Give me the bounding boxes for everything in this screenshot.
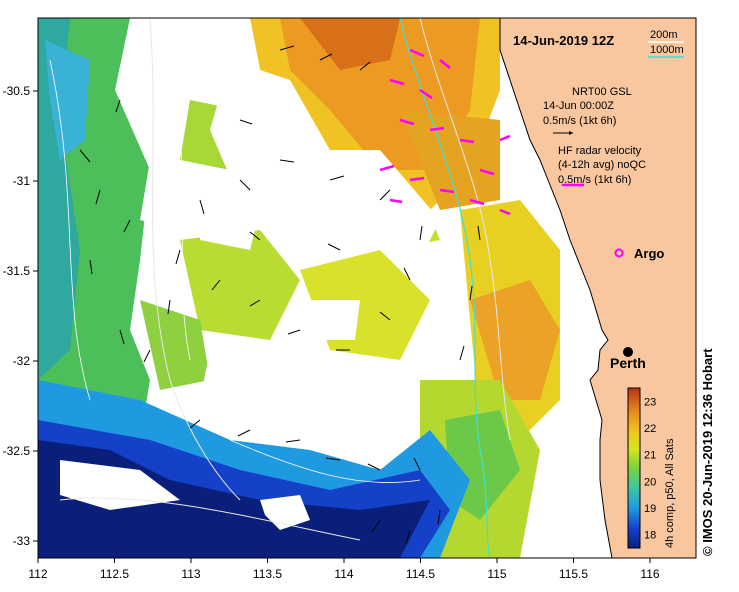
hf-label-line3: 0.5m/s (1kt 6h)	[558, 174, 631, 186]
land	[499, 18, 696, 558]
lat-tick-label: -33	[13, 534, 31, 548]
latitude-axis: -30.5 -31 -31.5 -32 -32.5 -33	[3, 84, 38, 548]
lon-tick-label: 113	[181, 567, 200, 581]
isotherms	[49, 39, 421, 483]
argo-marker	[614, 248, 624, 258]
colorbar-ticks: 18 19 20 21 22 23	[644, 396, 656, 541]
colorbar	[627, 387, 641, 549]
hf-label-line2: (4-12h avg) noQC	[558, 159, 646, 171]
lat-tick-label: -31.5	[3, 264, 31, 278]
lon-tick-label: 114.5	[406, 567, 435, 581]
lon-tick-label: 113.5	[253, 567, 282, 581]
sst-field	[38, 18, 560, 558]
colorbar-tick-label: 21	[644, 450, 656, 462]
longitude-axis: 112 112.5 113 113.5 114 114.5 115 115.5 116	[28, 558, 660, 581]
perth-label: Perth	[610, 355, 646, 371]
bathymetry-contours	[59, 18, 511, 558]
lon-tick-label: 112	[28, 567, 47, 581]
nrt-label-line2: 14-Jun 00:00Z	[543, 100, 614, 112]
lat-tick-label: -31	[13, 174, 31, 188]
plot-frame	[37, 17, 697, 559]
credit-text: © IMOS 20-Jun-2019 12:36 Hobart	[700, 348, 715, 556]
argo-label: Argo	[634, 246, 664, 261]
colorbar-tick-label: 19	[644, 503, 656, 515]
colorbar-tick-label: 23	[644, 396, 656, 408]
colorbar-tick-label: 18	[644, 530, 656, 542]
lon-tick-label: 116	[640, 567, 659, 581]
hf-radar-vectors	[379, 48, 511, 216]
map-title: 14-Jun-2019 12Z	[513, 33, 614, 48]
nrt-label-line1: NRT00 GSL	[572, 86, 632, 98]
colorbar-tick-label: 22	[644, 423, 656, 435]
perth-marker	[623, 347, 633, 357]
lon-tick-label: 114	[334, 567, 353, 581]
colorbar-label: 4h comp, p50, All Sats	[664, 438, 676, 548]
lat-tick-label: -32	[13, 354, 31, 368]
nrt-label-line3: 0.5m/s (1kt 6h)	[543, 115, 616, 127]
lon-tick-label: 112.5	[100, 567, 129, 581]
nrt-scale-arrowhead	[569, 131, 573, 135]
bathy-legend-1000: 1000m	[650, 44, 684, 56]
hf-label-line1: HF radar velocity	[558, 145, 642, 157]
lon-tick-label: 115	[487, 567, 506, 581]
current-vectors	[79, 45, 481, 545]
lat-tick-label: -32.5	[3, 444, 31, 458]
colorbar-tick-label: 20	[644, 476, 656, 488]
lat-tick-label: -30.5	[3, 84, 31, 98]
lon-tick-label: 115.5	[559, 567, 588, 581]
bathy-legend-200: 200m	[650, 29, 678, 41]
